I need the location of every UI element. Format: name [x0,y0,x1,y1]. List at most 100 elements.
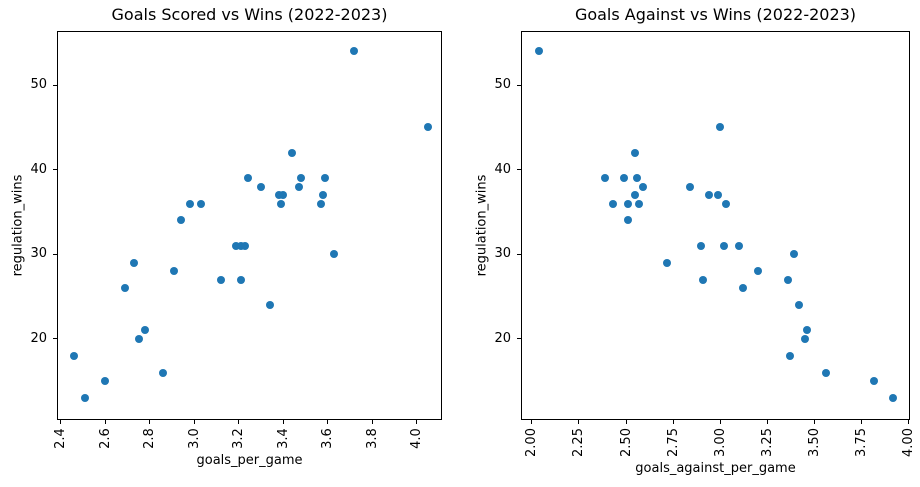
x-tick-mark [766,420,768,424]
data-point [697,241,706,250]
left-y-axis-label: regulation_wins [10,174,26,277]
data-point [350,47,359,56]
x-tick-mark [416,420,418,424]
x-tick-mark [371,420,373,424]
right-x-axis-label: goals_against_per_game [635,461,796,476]
data-point [288,148,297,157]
data-point [800,334,809,343]
data-point [620,174,629,183]
y-tick-label: 40 [30,161,47,177]
left-axes-box [57,31,442,420]
data-point [631,148,640,157]
data-point [638,182,647,191]
data-point [279,191,288,200]
data-point [623,199,632,208]
x-tick-label: 3.4 [275,428,291,449]
data-point [753,267,762,276]
data-point [294,182,303,191]
y-tick-mark [517,253,521,255]
data-point [716,123,725,132]
data-point [535,47,544,56]
data-point [319,191,328,200]
data-point [243,174,252,183]
data-point [159,368,168,377]
x-tick-label: 2.6 [97,428,113,449]
x-tick-label: 3.50 [806,428,822,457]
data-point [789,250,798,259]
y-tick-mark [517,169,521,171]
x-tick-label: 3.75 [853,428,869,457]
data-point [241,241,250,250]
data-point [265,300,274,309]
x-tick-mark [578,420,580,424]
data-point [274,191,283,200]
data-point [623,216,632,225]
data-point [170,267,179,276]
data-point [134,334,143,343]
x-tick-mark [327,420,329,424]
x-tick-label: 3.00 [712,428,728,457]
data-point [704,191,713,200]
data-point [608,199,617,208]
data-point [330,250,339,259]
data-point [130,258,139,267]
y-tick-mark [53,338,57,340]
data-point [783,275,792,284]
data-point [276,199,285,208]
data-point [663,258,672,267]
data-point [121,284,130,293]
x-tick-label: 2.00 [524,428,540,457]
x-tick-mark [860,420,862,424]
y-tick-label: 30 [494,246,511,262]
x-tick-label: 2.8 [142,428,158,449]
x-tick-label: 2.25 [571,428,587,457]
x-tick-label: 3.6 [320,428,336,449]
y-tick-label: 20 [30,330,47,346]
data-point [795,300,804,309]
data-point [236,241,245,250]
data-point [714,191,723,200]
data-point [196,199,205,208]
data-point [721,199,730,208]
x-tick-mark [625,420,627,424]
x-tick-label: 4.00 [900,428,916,457]
y-tick-label: 50 [494,77,511,93]
data-point [785,351,794,360]
data-point [601,174,610,183]
x-tick-mark [60,420,62,424]
data-point [889,394,898,402]
data-point [256,182,265,191]
data-point [81,394,90,402]
left-plot-title: Goals Scored vs Wins (2022-2023) [111,5,388,24]
data-point [734,241,743,250]
x-tick-label: 3.2 [231,428,247,449]
data-point [317,199,325,208]
x-tick-mark [282,420,284,424]
x-tick-label: 3.8 [364,428,380,449]
right-plot-title: Goals Against vs Wins (2022-2023) [574,5,857,24]
x-tick-label: 2.50 [618,428,634,457]
right-y-axis-label: regulation_wins [474,174,490,277]
data-point [70,351,79,360]
x-tick-mark [104,420,106,424]
data-point [236,275,245,284]
x-tick-mark [531,420,533,424]
x-tick-label: 2.75 [665,428,681,457]
y-tick-label: 40 [494,161,511,177]
x-tick-mark [149,420,151,424]
data-point [176,216,185,225]
data-point [633,174,642,183]
y-tick-label: 20 [494,330,511,346]
left-x-axis-label: goals_per_game [196,453,303,468]
y-tick-mark [53,169,57,171]
right-axes-box [521,31,910,420]
data-point [699,275,708,284]
x-tick-mark [719,420,721,424]
x-tick-label: 3.25 [759,428,775,457]
y-tick-label: 50 [30,77,47,93]
data-point [423,123,432,132]
data-point [101,377,110,386]
x-tick-mark [672,420,674,424]
data-point [631,191,640,200]
